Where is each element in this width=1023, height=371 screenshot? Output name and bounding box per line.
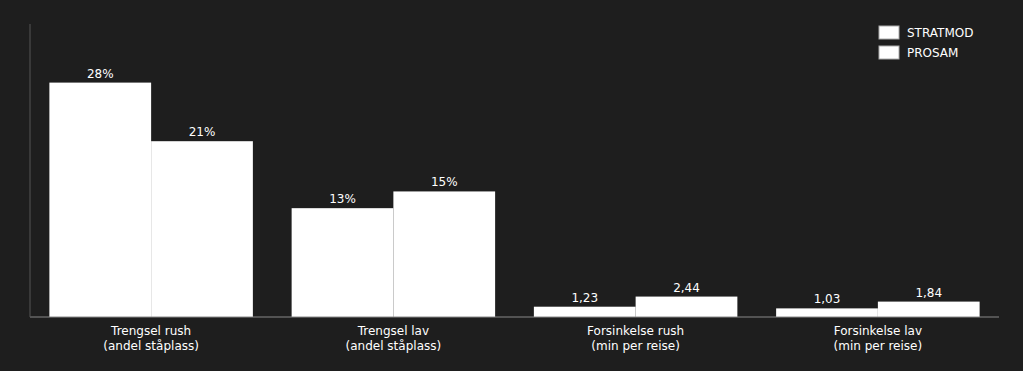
x-axis-line [30,317,999,318]
bar [776,308,878,317]
data-label: 15% [431,175,458,189]
x-tick-label-line: Forsinkelse rush [587,324,684,338]
x-tick-label-line: Forsinkelse lav [834,324,922,338]
x-tick-label-line: (andel ståplass) [103,339,199,353]
legend-label: STRATMOD [907,26,973,40]
bar [151,141,253,317]
bar [636,297,738,317]
x-tick-label-line: (andel ståplass) [346,339,442,353]
data-label: 1,23 [571,291,598,305]
x-tick-label: Forsinkelse lav(min per reise) [834,324,923,353]
legend-swatch [879,46,899,59]
data-label: 28% [87,67,114,81]
chart: 28% 13% 1,23 1,03 21% 15% 2,44 1,84 Trengsel rus… [0,0,1023,371]
bar [292,208,394,317]
legend-swatch [879,26,899,39]
x-tick-label: Trengsel lav(andel ståplass) [346,324,442,353]
bar [534,307,636,317]
x-tick-label: Forsinkelse rush(min per reise) [587,324,684,353]
x-tick-label-line: (min per reise) [834,339,923,353]
bars [49,83,979,317]
data-label: 2,44 [673,281,700,295]
legend: STRATMOD PROSAM [879,26,973,60]
bar [878,302,980,317]
data-label: 1,03 [814,292,841,306]
x-tick-label-line: Trengsel lav [357,324,429,338]
x-tick-label-line: Trengsel rush [110,324,191,338]
legend-label: PROSAM [907,46,958,60]
data-label: 1,84 [915,286,942,300]
y-axis-line [30,24,31,317]
data-label: 13% [329,192,356,206]
background [0,0,1023,371]
bar [49,83,151,317]
data-label: 21% [189,125,216,139]
x-tick-label: Trengsel rush(andel ståplass) [103,324,199,353]
x-tick-label-line: (min per reise) [591,339,680,353]
bar [393,191,495,317]
